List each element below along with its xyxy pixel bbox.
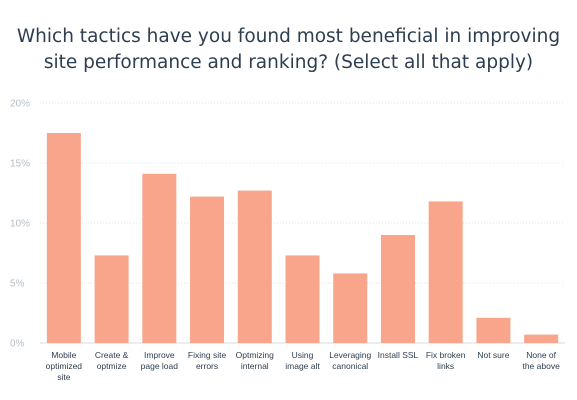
x-tick-label: Install SSL — [378, 350, 419, 360]
bar — [46, 133, 81, 343]
bar — [285, 255, 320, 343]
x-tick-label: Create & optmize — [95, 350, 129, 371]
bar — [524, 334, 559, 343]
x-tick-label: Improve page load — [141, 350, 179, 371]
y-tick-label: 0% — [10, 339, 25, 350]
x-tick-label: Using image alt — [285, 350, 320, 371]
x-tick-label: Not sure — [477, 350, 509, 360]
bar — [476, 317, 511, 343]
bar — [94, 255, 129, 343]
x-tick-label: Leveraging canonical — [329, 350, 371, 371]
x-tick-label: Optmizing internal — [236, 350, 275, 371]
x-axis-labels: Mobile optimized site Create & optmize Improv… — [46, 350, 560, 382]
bar — [333, 273, 368, 343]
bar — [190, 196, 225, 343]
chart-title-line: site performance and ranking? (Select al… — [43, 52, 534, 73]
y-tick-label: 20% — [10, 99, 30, 110]
bar — [142, 173, 177, 343]
y-tick-label: 10% — [10, 219, 30, 230]
bar — [237, 190, 272, 343]
y-tick-label: 5% — [10, 279, 25, 290]
bar — [380, 235, 415, 343]
x-tick-label: Fixing site errors — [188, 350, 227, 371]
x-tick-label: Fix broken links — [426, 350, 466, 371]
chart-title-line: Which tactics have you found most benefi… — [16, 26, 561, 47]
bars — [46, 133, 559, 343]
x-tick-label: None of the above — [522, 350, 560, 371]
y-axis-ticks: 0% 5% 10% 15% 20% — [10, 99, 30, 350]
x-tick-label: Mobile optimized site — [46, 350, 83, 382]
y-tick-label: 15% — [10, 159, 30, 170]
bar — [428, 201, 463, 343]
chart-title: Which tactics have you found most benefi… — [0, 24, 577, 76]
